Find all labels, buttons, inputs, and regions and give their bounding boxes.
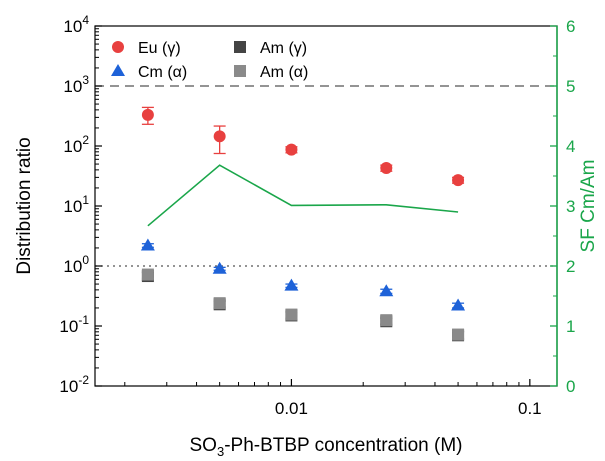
series-am — [141, 268, 465, 341]
series-cm — [140, 238, 466, 311]
data-point — [212, 261, 227, 274]
y-right-tick-label: 0 — [566, 377, 575, 396]
y-tick-label: 10-1 — [59, 313, 89, 336]
legend-label: Am (α) — [260, 64, 308, 81]
x-axis-title: SO3-Ph-BTBP concentration (M) — [190, 435, 463, 459]
legend-label: Cm (α) — [138, 64, 187, 81]
legend-label: Eu (γ) — [138, 40, 181, 57]
series-am — [141, 270, 465, 342]
data-point — [213, 297, 226, 310]
y-tick-label: 101 — [63, 193, 89, 216]
data-point — [285, 308, 298, 321]
reference-lines — [95, 85, 557, 267]
data-point — [452, 174, 465, 187]
y-axis-title: Distribution ratio — [14, 137, 35, 274]
y-tick-label: 103 — [63, 73, 89, 96]
data-point — [141, 268, 154, 281]
legend-marker — [234, 65, 246, 77]
y-right-tick-label: 6 — [566, 17, 575, 36]
y-axis-right-title: SF Cm/Am — [578, 160, 599, 253]
data-point — [451, 298, 466, 311]
legend-marker — [112, 41, 124, 53]
y-tick-label: 102 — [63, 133, 89, 156]
y-right-tick-label: 2 — [566, 257, 575, 276]
series-sf-cm-am — [147, 164, 459, 227]
axis-ticks: 10-2 10-1 100 101 102 103 104 0.01 0.1 0 1 2 3 4 5 6 — [59, 13, 575, 418]
y-right-tick-label: 3 — [566, 197, 575, 216]
y-tick-label: 10-2 — [59, 373, 89, 396]
y-right-tick-label: 1 — [566, 317, 575, 336]
data-point — [213, 130, 226, 143]
y-tick-label: 100 — [63, 253, 89, 276]
data-point — [452, 328, 465, 341]
legend-label: Am (γ) — [260, 40, 307, 57]
legend: Eu (γ) Am (γ) Cm (α) Am (α) — [111, 40, 308, 81]
data-point — [380, 314, 393, 327]
legend-marker — [234, 41, 246, 53]
data-point — [141, 108, 154, 121]
series-layer — [140, 106, 466, 342]
series-eu — [141, 106, 465, 187]
x-tick-label: 0.1 — [518, 399, 542, 418]
sf-line — [147, 164, 459, 227]
y-right-tick-label: 5 — [566, 77, 575, 96]
data-point — [379, 284, 394, 297]
data-point — [140, 238, 155, 251]
data-point — [285, 143, 298, 156]
x-tick-label: 0.01 — [275, 399, 308, 418]
data-point — [380, 161, 393, 174]
y-right-tick-label: 4 — [566, 137, 575, 156]
data-point — [284, 278, 299, 291]
legend-marker — [111, 64, 125, 76]
y-tick-label: 104 — [63, 13, 89, 36]
